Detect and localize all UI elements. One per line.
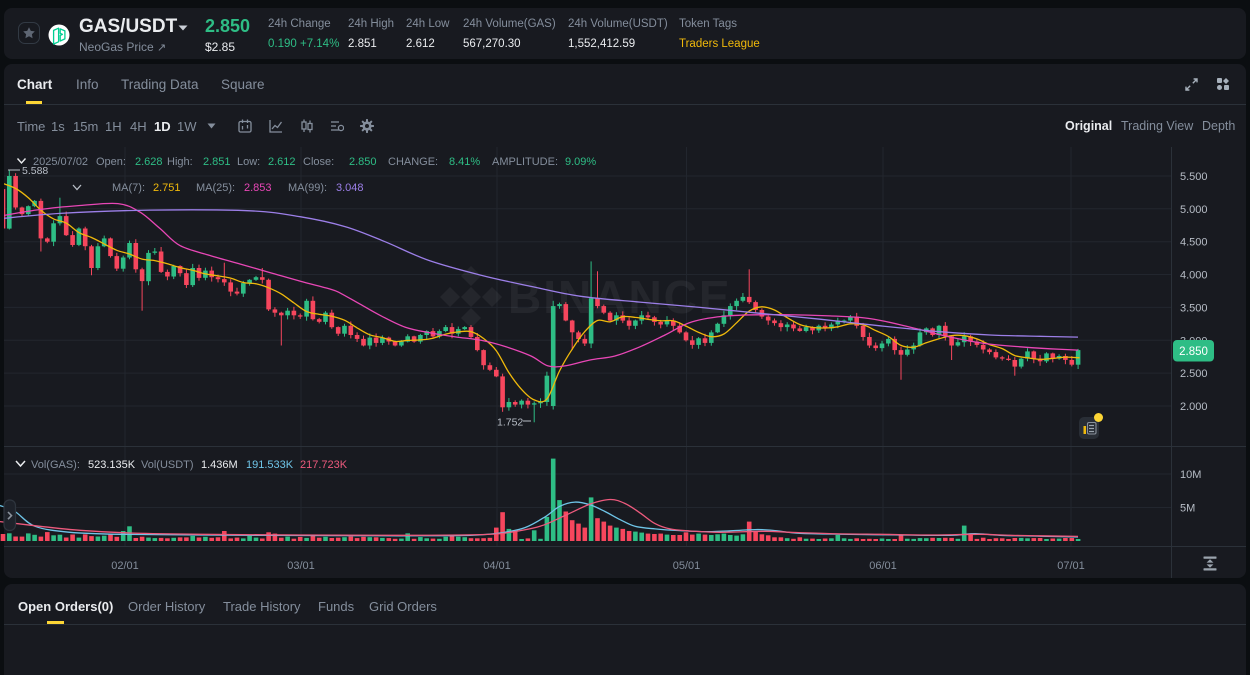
- svg-text:2.853: 2.853: [244, 182, 272, 194]
- svg-text:5.000: 5.000: [1180, 204, 1208, 216]
- svg-text:Open:: Open:: [96, 156, 126, 168]
- svg-text:MA(99):: MA(99):: [288, 182, 327, 194]
- svg-text:4.000: 4.000: [1180, 270, 1208, 282]
- svg-text:MA(7):: MA(7):: [112, 182, 145, 194]
- svg-text:MA(25):: MA(25):: [196, 182, 235, 194]
- svg-text:2.628: 2.628: [135, 156, 163, 168]
- svg-text:1.436M: 1.436M: [201, 459, 238, 471]
- svg-text:8.41%: 8.41%: [449, 156, 480, 168]
- svg-text:5.588: 5.588: [22, 165, 48, 177]
- svg-text:4.500: 4.500: [1180, 237, 1208, 249]
- svg-text:2.850: 2.850: [1179, 346, 1208, 358]
- svg-text:Vol(USDT): Vol(USDT): [141, 459, 194, 471]
- svg-text:Close:: Close:: [303, 156, 334, 168]
- svg-text:BINANCE: BINANCE: [508, 271, 732, 323]
- svg-text:1.752: 1.752: [497, 417, 523, 429]
- svg-text:5M: 5M: [1180, 503, 1195, 515]
- svg-text:06/01: 06/01: [869, 560, 897, 572]
- svg-text:523.135K: 523.135K: [88, 459, 136, 471]
- svg-text:2.500: 2.500: [1180, 368, 1208, 380]
- svg-text:2.751: 2.751: [153, 182, 181, 194]
- svg-text:07/01: 07/01: [1057, 560, 1085, 572]
- svg-text:10M: 10M: [1180, 469, 1201, 481]
- svg-text:05/01: 05/01: [673, 560, 701, 572]
- svg-text:5.500: 5.500: [1180, 171, 1208, 183]
- svg-text:2.851: 2.851: [203, 156, 231, 168]
- svg-text:2.000: 2.000: [1180, 401, 1208, 413]
- svg-text:3.500: 3.500: [1180, 302, 1208, 314]
- svg-text:AMPLITUDE:: AMPLITUDE:: [492, 156, 558, 168]
- svg-text:217.723K: 217.723K: [300, 459, 348, 471]
- svg-text:03/01: 03/01: [287, 560, 315, 572]
- svg-text:02/01: 02/01: [111, 560, 139, 572]
- svg-text:191.533K: 191.533K: [246, 459, 294, 471]
- svg-text:2025/07/02: 2025/07/02: [33, 156, 88, 168]
- svg-text:2.612: 2.612: [268, 156, 296, 168]
- svg-text:04/01: 04/01: [483, 560, 511, 572]
- svg-text:3.048: 3.048: [336, 182, 364, 194]
- svg-text:2.850: 2.850: [349, 156, 377, 168]
- svg-text:High:: High:: [167, 156, 193, 168]
- svg-text:Low:: Low:: [237, 156, 260, 168]
- svg-text:9.09%: 9.09%: [565, 156, 596, 168]
- svg-text:CHANGE:: CHANGE:: [388, 156, 438, 168]
- svg-text:Vol(GAS):: Vol(GAS):: [31, 459, 80, 471]
